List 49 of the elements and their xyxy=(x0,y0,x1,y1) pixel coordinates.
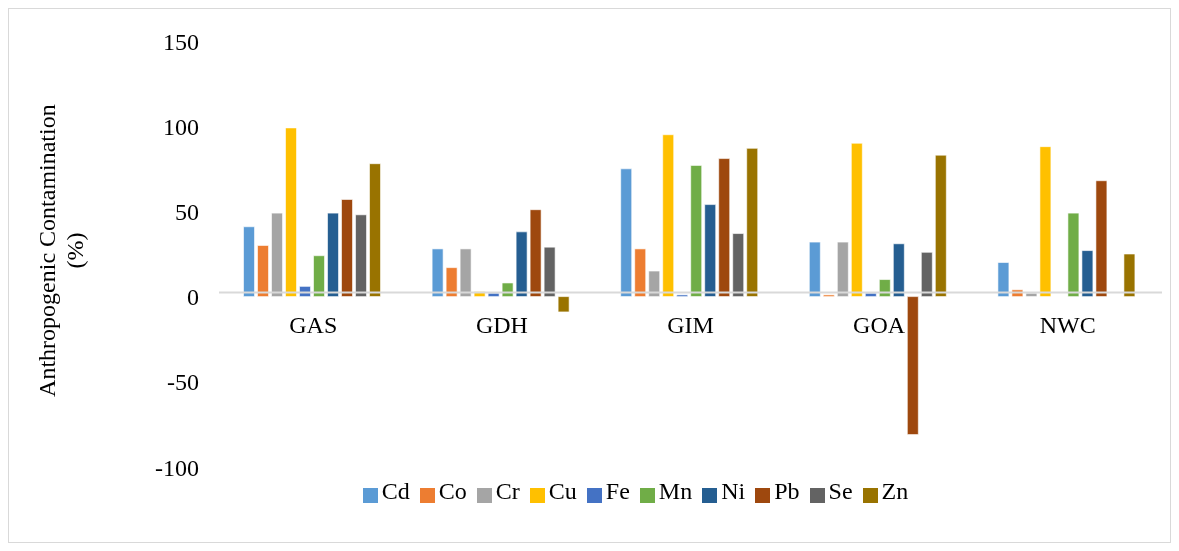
bar xyxy=(935,154,947,297)
bar xyxy=(634,248,647,297)
bar xyxy=(732,233,745,297)
legend-label: Fe xyxy=(605,478,630,504)
bar xyxy=(271,212,283,297)
x-tick-label: NWC xyxy=(1039,311,1096,338)
y-axis-title: Anthropogenic Contamination (%) xyxy=(34,104,88,397)
x-tick-label: GDH xyxy=(475,311,528,338)
y-tick-label: 50 xyxy=(175,198,199,225)
bar xyxy=(837,241,849,297)
bar xyxy=(851,142,863,297)
bar xyxy=(809,241,821,297)
legend-label: Cr xyxy=(495,478,520,504)
bar xyxy=(648,270,661,297)
bar xyxy=(313,255,325,297)
legend-label: Ni xyxy=(721,478,746,504)
legend-label: Se xyxy=(828,478,853,504)
bar xyxy=(355,214,367,297)
bar xyxy=(285,127,297,297)
bar xyxy=(257,245,269,297)
bar xyxy=(327,212,339,297)
bar xyxy=(369,163,381,297)
bar xyxy=(243,226,255,297)
bar xyxy=(718,158,731,297)
x-tick-label: GOA xyxy=(853,311,906,338)
legend-label: Pb xyxy=(774,478,800,504)
bar xyxy=(690,165,703,297)
y-tick-label: -100 xyxy=(155,454,199,481)
bar xyxy=(1123,253,1136,297)
legend-label: Co xyxy=(438,478,467,504)
y-tick-label: 0 xyxy=(187,284,199,311)
y-tick-label: 100 xyxy=(163,113,199,140)
bar xyxy=(907,296,919,435)
bar xyxy=(662,134,675,297)
bar xyxy=(879,279,891,297)
y-tick-label: 150 xyxy=(163,28,199,55)
legend-label: Cu xyxy=(548,478,577,504)
x-tick-label: GAS xyxy=(289,311,338,338)
bar xyxy=(620,168,633,297)
legend-label: Mn xyxy=(658,478,693,504)
bar xyxy=(893,243,905,297)
bar xyxy=(921,252,933,297)
legend-label: Zn xyxy=(881,478,909,504)
bar xyxy=(341,199,353,297)
x-tick-label: GIM xyxy=(667,311,714,338)
y-tick-label: -50 xyxy=(167,369,199,396)
bar xyxy=(704,204,717,297)
legend-label: Cd xyxy=(381,478,410,504)
bar xyxy=(746,148,759,297)
